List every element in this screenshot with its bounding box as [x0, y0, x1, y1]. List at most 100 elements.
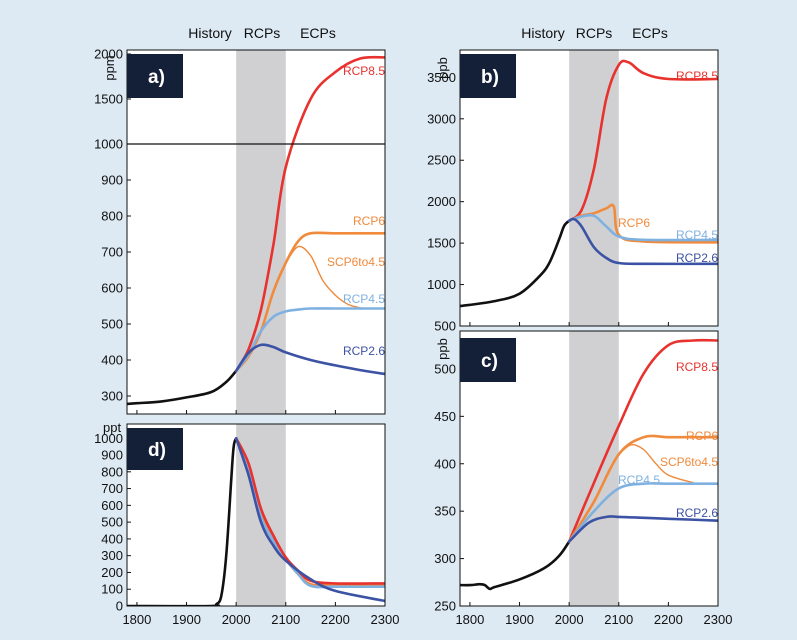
series-line-c-rcp4-5 — [567, 482, 718, 543]
series-label-c-rcp8-5: RCP8.5 — [676, 360, 718, 374]
series-line-a-rcp8-5 — [234, 55, 385, 373]
series-label-c-rcp2-6: RCP2.6 — [676, 506, 718, 520]
y-tick-label-b-3500: 3500 — [427, 70, 456, 85]
series-label-b-rcp6: RCP6 — [618, 216, 650, 230]
series-label-b-rcp2-6: RCP2.6 — [676, 251, 718, 265]
x-tick-label-d-2000: 2000 — [222, 612, 251, 627]
panel-a-co2: RCP8.5 RCP6 SCP6to4.5 RCP4.5 RCP2.6 300 400 500… — [94, 47, 386, 415]
era-label-history-left: History — [188, 25, 232, 41]
x-tick-label-d-2300: 2300 — [371, 612, 400, 627]
panel-badge-label-b: b) — [481, 67, 499, 88]
y-tick-label-c-300: 300 — [434, 551, 456, 566]
plot-frame-b — [459, 49, 719, 327]
panel-badge-c — [460, 338, 516, 382]
panel-badge-label-c: c) — [481, 351, 498, 372]
x-tick-label-d-1900: 1900 — [172, 612, 201, 627]
y-tick-label-a-900: 900 — [101, 173, 123, 188]
y-tick-label-d-500: 500 — [101, 515, 123, 530]
y-tick-label-c-250: 250 — [434, 599, 456, 614]
series-line-b-rcp4-5 — [567, 213, 718, 242]
x-tick-label-d-2200: 2200 — [321, 612, 350, 627]
y-tick-label-a-600: 600 — [101, 281, 123, 296]
series-line-c-rcp2-6 — [567, 515, 718, 543]
era-label-ecps-left: ECPs — [300, 25, 336, 41]
y-tick-label-a-400: 400 — [101, 353, 123, 368]
y-tick-label-a-1500: 1500 — [94, 92, 123, 107]
y-tick-label-c-400: 400 — [434, 456, 456, 471]
y-tick-label-d-300: 300 — [101, 548, 123, 563]
panel-badge-d — [127, 428, 183, 470]
y-tick-label-a-700: 700 — [101, 245, 123, 260]
panel-badge-label-d: d) — [148, 440, 166, 461]
y-unit-label-b: ppb — [435, 57, 450, 79]
series-line-b-history — [460, 219, 571, 308]
y-tick-label-d-900: 900 — [101, 448, 123, 463]
series-label-a-scp6to4-5: SCP6to4.5 — [327, 255, 385, 269]
y-tick-label-b-500: 500 — [434, 319, 456, 334]
x-tick-label-d-1800: 1800 — [122, 612, 151, 627]
series-line-c-history — [460, 540, 571, 591]
y-tick-label-b-3000: 3000 — [427, 111, 456, 126]
series-label-a-rcp4-5: RCP4.5 — [343, 292, 385, 306]
y-tick-label-d-400: 400 — [101, 531, 123, 546]
era-label-ecps-right: ECPs — [632, 25, 668, 41]
series-label-c-scp6to4-5: SCP6to4.5 — [660, 455, 718, 469]
series-line-d-rcp8-5 — [234, 437, 385, 585]
y-tick-label-c-500: 500 — [434, 361, 456, 376]
era-label-rcps-right: RCPs — [576, 25, 613, 41]
y-tick-label-d-1000: 1000 — [94, 431, 123, 446]
y-unit-label-a: ppm — [102, 55, 117, 80]
y-tick-label-a-500: 500 — [101, 317, 123, 332]
y-tick-label-c-350: 350 — [434, 504, 456, 519]
y-tick-label-d-700: 700 — [101, 481, 123, 496]
y-tick-label-d-0: 0 — [116, 599, 123, 614]
series-label-a-rcp6: RCP6 — [353, 214, 385, 228]
y-tick-label-a-300: 300 — [101, 389, 123, 404]
series-line-d-rcp2-6 — [234, 437, 385, 603]
plot-frame-d — [126, 423, 386, 607]
series-label-a-rcp2-6: RCP2.6 — [343, 344, 385, 358]
x-tick-label-c-2200: 2200 — [654, 612, 683, 627]
x-tick-label-c-2100: 2100 — [604, 612, 633, 627]
y-tick-label-d-200: 200 — [101, 565, 123, 580]
x-tick-label-c-2000: 2000 — [555, 612, 584, 627]
series-line-a-rcp2-6 — [234, 343, 385, 376]
plot-frame-c — [459, 330, 719, 607]
y-tick-label-d-600: 600 — [101, 498, 123, 513]
y-tick-label-b-2000: 2000 — [427, 194, 456, 209]
plot-frame-a — [126, 49, 386, 415]
y-tick-label-c-450: 450 — [434, 409, 456, 424]
series-line-c-scp6to4-5 — [618, 443, 694, 484]
era-label-history-right: History — [521, 25, 565, 41]
era-label-rcps-left: RCPs — [244, 25, 281, 41]
series-line-c-rcp6 — [567, 434, 718, 543]
series-line-a-scp6to4-5 — [285, 245, 361, 309]
y-tick-label-d-100: 100 — [101, 582, 123, 597]
y-tick-label-a-2000: 2000 — [94, 47, 123, 62]
rcp-shade-band-b — [569, 50, 619, 326]
x-tick-label-c-1900: 1900 — [505, 612, 534, 627]
series-line-a-history — [127, 369, 238, 406]
panel-badge-a — [127, 54, 183, 98]
y-tick-label-a-1000: 1000 — [94, 137, 123, 152]
panel-badge-b — [460, 54, 516, 98]
series-label-a-rcp8-5: RCP8.5 — [343, 64, 385, 78]
series-label-b-rcp4-5: RCP4.5 — [676, 228, 718, 242]
series-label-c-rcp4-5: RCP4.5 — [618, 473, 660, 487]
y-unit-label-c: ppb — [435, 338, 450, 360]
y-unit-label-d: ppt — [103, 420, 121, 435]
y-tick-label-b-1000: 1000 — [427, 277, 456, 292]
x-axis-tick-labels: 1800 1900 2000 2100 2200 2300 1800 1900 2000 2100… — [122, 612, 732, 627]
x-tick-label-d-2100: 2100 — [271, 612, 300, 627]
y-tick-label-b-1500: 1500 — [427, 236, 456, 251]
series-line-b-rcp2-6 — [567, 217, 718, 266]
x-tick-label-c-1800: 1800 — [455, 612, 484, 627]
y-tick-label-d-800: 800 — [101, 464, 123, 479]
series-line-c-rcp8-5 — [567, 338, 718, 543]
series-line-b-rcp8-5 — [567, 59, 718, 222]
panel-b-methane: RCP8.5 RCP6 RCP4.5 RCP2.6 500 1000 1500 2000 250… — [427, 49, 719, 334]
series-label-c-rcp6: RCP6 — [686, 429, 718, 443]
